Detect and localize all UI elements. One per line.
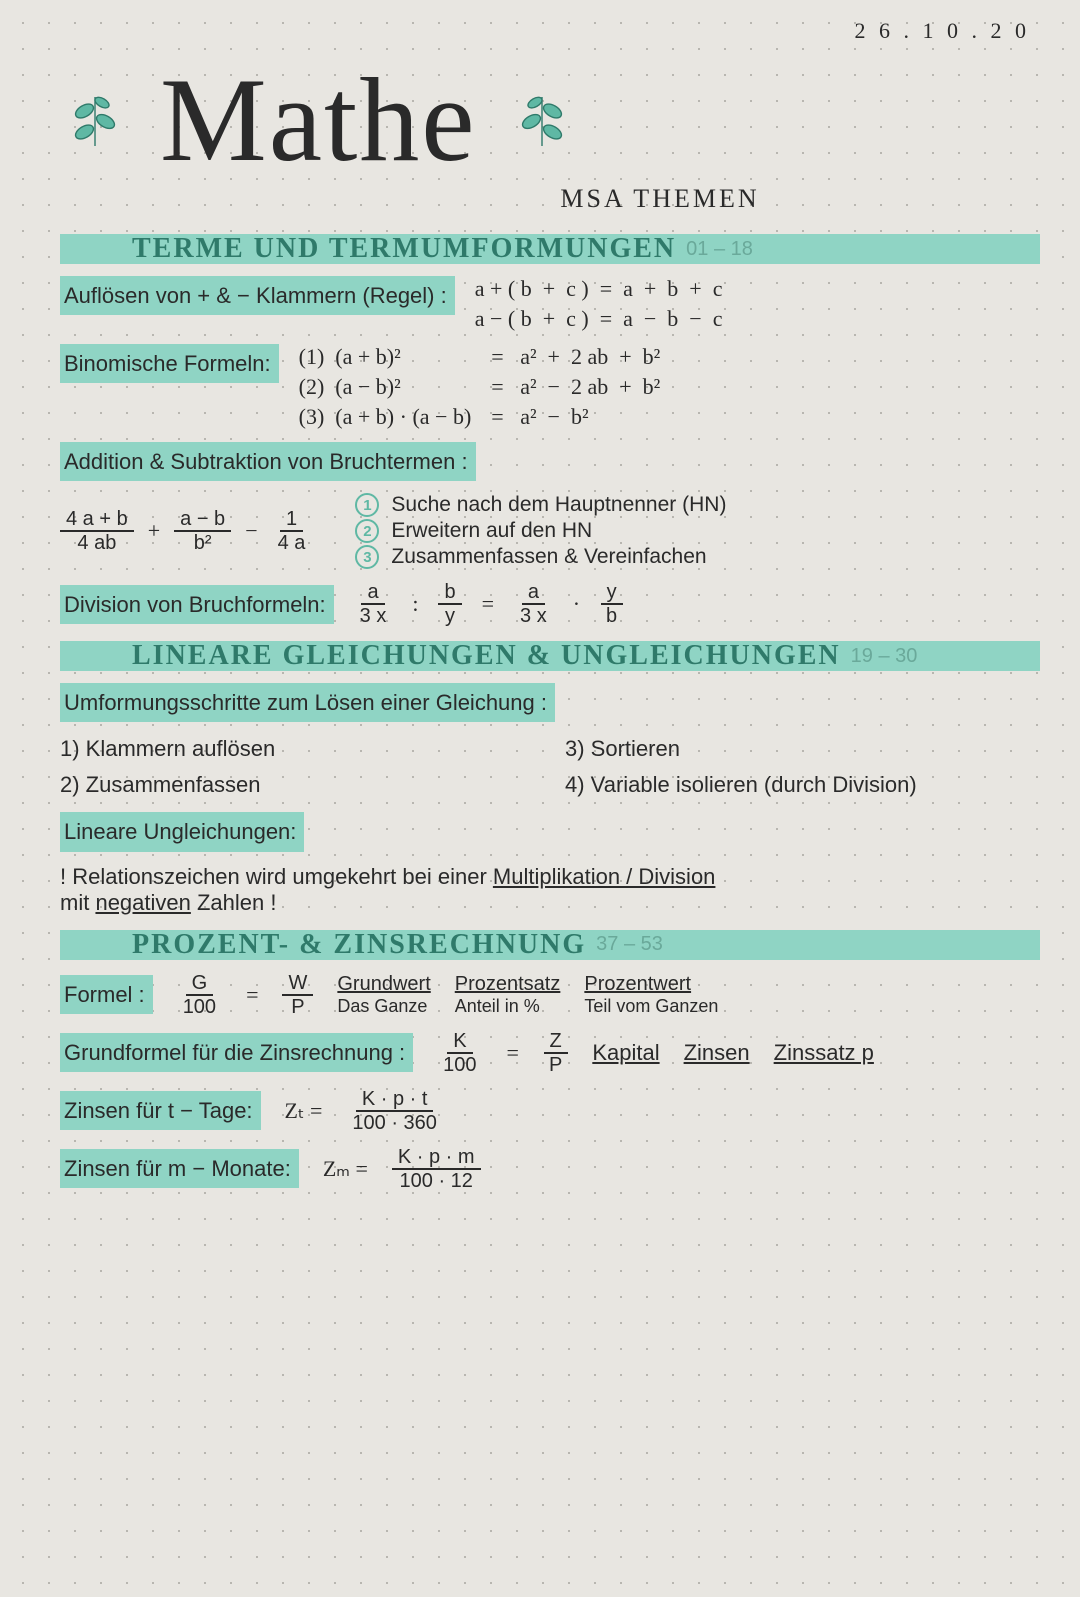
equals: =	[246, 982, 258, 1008]
step-badge-3: 3	[355, 545, 379, 569]
section-heading-prozent: PROZENT- & ZINSRECHNUNG 37 – 53	[60, 930, 1040, 960]
step-3: Zusammenfassen & Vereinfachen	[391, 545, 726, 569]
step-badge-2: 2	[355, 519, 379, 543]
equals: =	[482, 591, 494, 617]
div-frac-3: a3 x	[514, 581, 553, 627]
label-zins-tage: Zinsen für t − Tage:	[60, 1091, 261, 1130]
eq-minus-klammer: a − ( b + c ) = a − b − c	[475, 306, 723, 332]
term-grundwert: GrundwertDas Ganze	[337, 973, 430, 1017]
label-bruchterme: Addition & Subtraktion von Bruchtermen :	[60, 442, 476, 481]
div-frac-4: yb	[600, 581, 623, 627]
step-4: 4) Variable isolieren (durch Division)	[565, 772, 1040, 798]
term-zinssatz: Zinssatz p	[774, 1040, 874, 1066]
div-frac-2: by	[438, 581, 461, 627]
zm-lhs: Zₘ =	[323, 1156, 368, 1182]
zt-lhs: Zₜ =	[285, 1098, 323, 1124]
dot-op: ·	[573, 591, 580, 617]
div-frac-1: a3 x	[354, 581, 393, 627]
term-prozentsatz: ProzentsatzAnteil in %	[455, 973, 561, 1017]
frac-w-p: WP	[282, 972, 313, 1018]
binom-2-left: (2) (a − b)²	[299, 374, 472, 400]
heading-text: TERME UND TERMUMFORMUNGEN	[132, 233, 676, 265]
binom-3-left: (3) (a + b) · (a − b)	[299, 404, 472, 430]
warn-text: Zahlen !	[191, 890, 277, 915]
label-ungleichungen: Lineare Ungleichungen:	[60, 812, 304, 851]
binom-3-right: = a² − b²	[491, 404, 660, 430]
zinsen-tage: Zinsen für t − Tage: Zₜ = K · p · t100 ·…	[60, 1088, 1040, 1134]
binomische-formeln: Binomische Formeln: (1) (a + b)² (2) (a …	[60, 344, 1040, 430]
bruchterme-example: 4 a + b4 ab + a − bb² − 14 a 1 2 3 Suche…	[60, 493, 1040, 569]
fraction-2: a − bb²	[174, 508, 231, 554]
heading-text: LINEARE GLEICHUNGEN & UNGLEICHUNGEN	[132, 640, 841, 672]
bruch-steps: 1 2 3 Suche nach dem Hauptnenner (HN) Er…	[355, 493, 726, 569]
umformung-steps: 1) Klammern auflösen 3) Sortieren 2) Zus…	[60, 736, 1040, 798]
zt-frac: K · p · t100 · 360	[346, 1088, 443, 1134]
binom-2-right: = a² − 2 ab + b²	[491, 374, 660, 400]
page-range: 19 – 30	[851, 645, 918, 668]
section-heading-lineare: LINEARE GLEICHUNGEN & UNGLEICHUNGEN 19 –…	[60, 641, 1040, 671]
page-range: 01 – 18	[686, 238, 753, 261]
label-zins-grund: Grundformel für die Zinsrechnung :	[60, 1033, 413, 1072]
fraction-3: 14 a	[272, 508, 312, 554]
section-heading-terme: TERME UND TERMUMFORMUNGEN 01 – 18	[60, 234, 1040, 264]
eq-plus-klammer: a + ( b + c ) = a + b + c	[475, 276, 723, 302]
warn-underline-1: Multiplikation / Division	[493, 864, 716, 889]
prozent-formel: Formel : G100 = WP GrundwertDas Ganze Pr…	[60, 972, 1040, 1018]
title-row: Mathe	[60, 60, 1040, 180]
label-zins-monate: Zinsen für m − Monate:	[60, 1149, 299, 1188]
frac-g-100: G100	[177, 972, 222, 1018]
rule-klammern: Auflösen von + & − Klammern (Regel) : a …	[60, 276, 1040, 332]
zm-frac: K · p · m100 · 12	[392, 1146, 481, 1192]
step-1: Suche nach dem Hauptnenner (HN)	[391, 493, 726, 517]
step-2: Erweitern auf den HN	[391, 519, 726, 543]
page-range: 37 – 53	[596, 933, 663, 956]
term-kapital: Kapital	[592, 1040, 659, 1066]
warn-underline-2: negativen	[95, 890, 190, 915]
warn-text: mit	[60, 890, 95, 915]
page-title: Mathe	[160, 60, 477, 180]
division-bruch: Division von Bruchformeln: a3 x : by = a…	[60, 581, 1040, 627]
label-binom: Binomische Formeln:	[60, 344, 279, 383]
zins-grundformel: Grundformel für die Zinsrechnung : K100 …	[60, 1030, 1040, 1076]
label-klammern: Auflösen von + & − Klammern (Regel) :	[60, 276, 455, 315]
zinsen-monate: Zinsen für m − Monate: Zₘ = K · p · m100…	[60, 1146, 1040, 1192]
label-formel: Formel :	[60, 975, 153, 1014]
binom-1-left: (1) (a + b)²	[299, 344, 472, 370]
frac-k-100: K100	[437, 1030, 482, 1076]
frac-z-p: ZP	[543, 1030, 568, 1076]
term-zinsen: Zinsen	[684, 1040, 750, 1066]
leaf-icon	[507, 83, 577, 158]
plus-sign: +	[148, 518, 160, 544]
fraction-1: 4 a + b4 ab	[60, 508, 134, 554]
step-1: 1) Klammern auflösen	[60, 736, 535, 762]
warn-text: ! Relationszeichen wird umgekehrt bei ei…	[60, 864, 493, 889]
step-badge-1: 1	[355, 493, 379, 517]
umformung-heading: Umformungsschritte zum Lösen einer Gleic…	[60, 683, 1040, 722]
minus-sign: −	[245, 518, 257, 544]
term-prozentwert: ProzentwertTeil vom Ganzen	[584, 973, 718, 1017]
warning-note: ! Relationszeichen wird umgekehrt bei ei…	[60, 864, 1040, 916]
ungleichungen-heading: Lineare Ungleichungen:	[60, 812, 1040, 851]
colon: :	[412, 591, 418, 617]
step-2: 2) Zusammenfassen	[60, 772, 535, 798]
bruchterme-heading: Addition & Subtraktion von Bruchtermen :	[60, 442, 1040, 481]
heading-text: PROZENT- & ZINSRECHNUNG	[132, 929, 586, 961]
label-umformung: Umformungsschritte zum Lösen einer Gleic…	[60, 683, 555, 722]
label-division: Division von Bruchformeln:	[60, 585, 334, 624]
page-subtitle: MSA THEMEN	[280, 184, 1040, 214]
page-date: 2 6 . 1 0 . 2 0	[855, 18, 1031, 44]
leaf-icon	[60, 83, 130, 158]
binom-1-right: = a² + 2 ab + b²	[491, 344, 660, 370]
equals: =	[507, 1040, 519, 1066]
step-3: 3) Sortieren	[565, 736, 1040, 762]
